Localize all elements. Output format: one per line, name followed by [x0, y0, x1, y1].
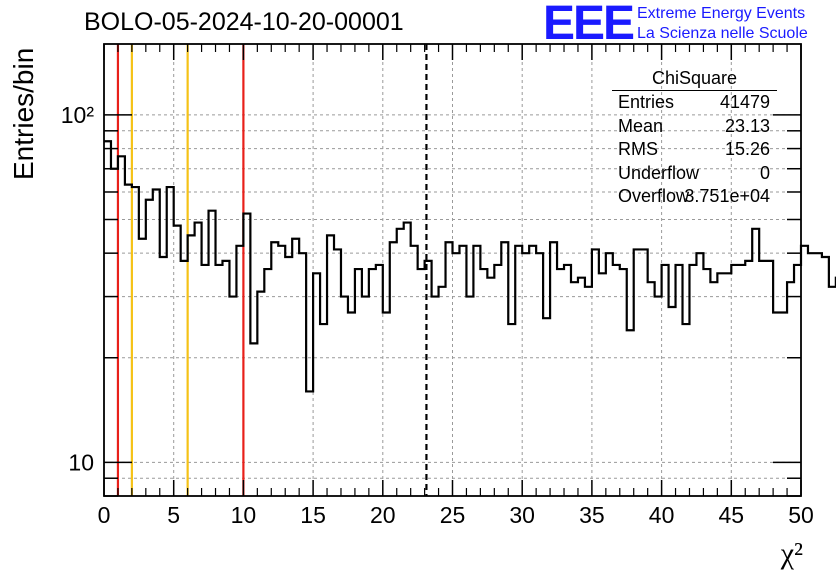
stats-value: 3.751e+04	[684, 186, 770, 206]
stats-row-underflow: Underflow 0	[612, 162, 780, 186]
eee-logo: EEE	[543, 0, 635, 50]
stats-row-rms: RMS 15.26	[612, 138, 780, 162]
stats-row-mean: Mean 23.13	[612, 115, 780, 139]
brand-tagline-1: Extreme Energy Events	[637, 5, 806, 22]
stats-label: Mean	[618, 115, 664, 136]
x-tick-label: 10	[231, 502, 257, 528]
stats-title: ChiSquare	[612, 66, 777, 91]
axis-ticks	[103, 44, 802, 497]
stats-box: ChiSquare Entries 41479 Mean 23.13 RMS 1…	[612, 66, 780, 209]
stats-row-overflow: Overflow 3.751e+04	[612, 185, 780, 209]
y-axis-label: Entries/bin	[8, 48, 39, 180]
x-tick-label: 50	[788, 502, 814, 528]
stats-value: 41479	[719, 92, 770, 112]
stats-value: 15.26	[724, 139, 770, 159]
chart-title: BOLO-05-2024-10-20-00001	[84, 8, 404, 36]
histogram-series	[104, 140, 836, 393]
x-tick-label: 30	[509, 502, 535, 528]
x-axis-label: χ²	[780, 537, 803, 570]
stats-label: Entries	[618, 92, 675, 112]
x-tick-label: 20	[370, 502, 396, 528]
marker-lines	[116, 44, 428, 496]
x-tick-label: 45	[719, 502, 745, 528]
x-tick-label: 15	[300, 502, 326, 528]
x-tick-label: 5	[167, 502, 180, 528]
x-tick-label: 35	[579, 502, 605, 528]
x-tick-label: 25	[440, 502, 466, 528]
x-tick-label: 40	[649, 502, 675, 528]
stats-value: 0	[759, 162, 770, 183]
brand-tagline-2: La Scienza nelle Scuole	[637, 25, 808, 42]
y-tick-label: 10	[68, 449, 94, 475]
stats-label: Overflow	[618, 186, 690, 206]
tick-labels: 0 5 10 15 20 25 30 35 40 45 50 10 10²	[61, 102, 814, 528]
x-tick-label: 0	[98, 502, 111, 528]
stats-label: RMS	[618, 139, 658, 159]
stats-label: Underflow	[618, 162, 700, 183]
stats-row-entries: Entries 41479	[612, 91, 780, 115]
grid-lines	[104, 44, 801, 497]
y-tick-label: 10²	[61, 102, 95, 128]
stats-value: 23.13	[724, 115, 770, 136]
